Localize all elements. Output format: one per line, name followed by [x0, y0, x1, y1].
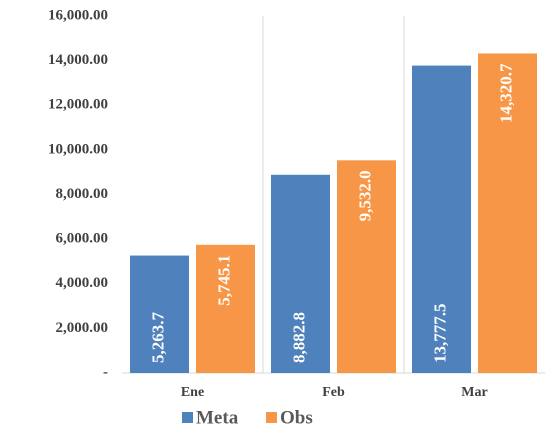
data-label: 9,532.0: [355, 170, 374, 221]
y-tick-label: 10,000.00: [48, 141, 108, 157]
data-label: 13,777.5: [430, 304, 449, 364]
y-tick-label: 12,000.00: [48, 97, 108, 113]
legend-label: Obs: [280, 407, 313, 428]
bar: [478, 53, 537, 373]
y-tick-label: 16,000.00: [48, 7, 108, 23]
bar: [130, 255, 189, 373]
bar: [271, 174, 330, 373]
y-tick-label: -: [103, 364, 108, 380]
x-tick-label: Feb: [322, 385, 345, 400]
data-label: 14,320.7: [496, 63, 515, 123]
y-tick-label: 2,000.00: [56, 320, 109, 336]
bar: [412, 65, 471, 373]
y-tick-label: 6,000.00: [56, 231, 109, 247]
x-tick-label: Mar: [461, 385, 487, 400]
x-tick-label: Ene: [181, 385, 204, 400]
bar: [337, 160, 396, 373]
data-label: 5,263.7: [148, 312, 167, 364]
y-tick-label: 4,000.00: [56, 275, 109, 291]
data-label: 8,882.8: [289, 312, 308, 363]
legend-swatch: [182, 412, 193, 423]
bar: [196, 244, 255, 373]
y-tick-label: 8,000.00: [56, 186, 109, 202]
data-label: 5,745.1: [214, 255, 233, 306]
y-tick-label: 14,000.00: [48, 52, 108, 68]
legend-label: Meta: [196, 407, 239, 428]
legend-swatch: [266, 412, 277, 423]
